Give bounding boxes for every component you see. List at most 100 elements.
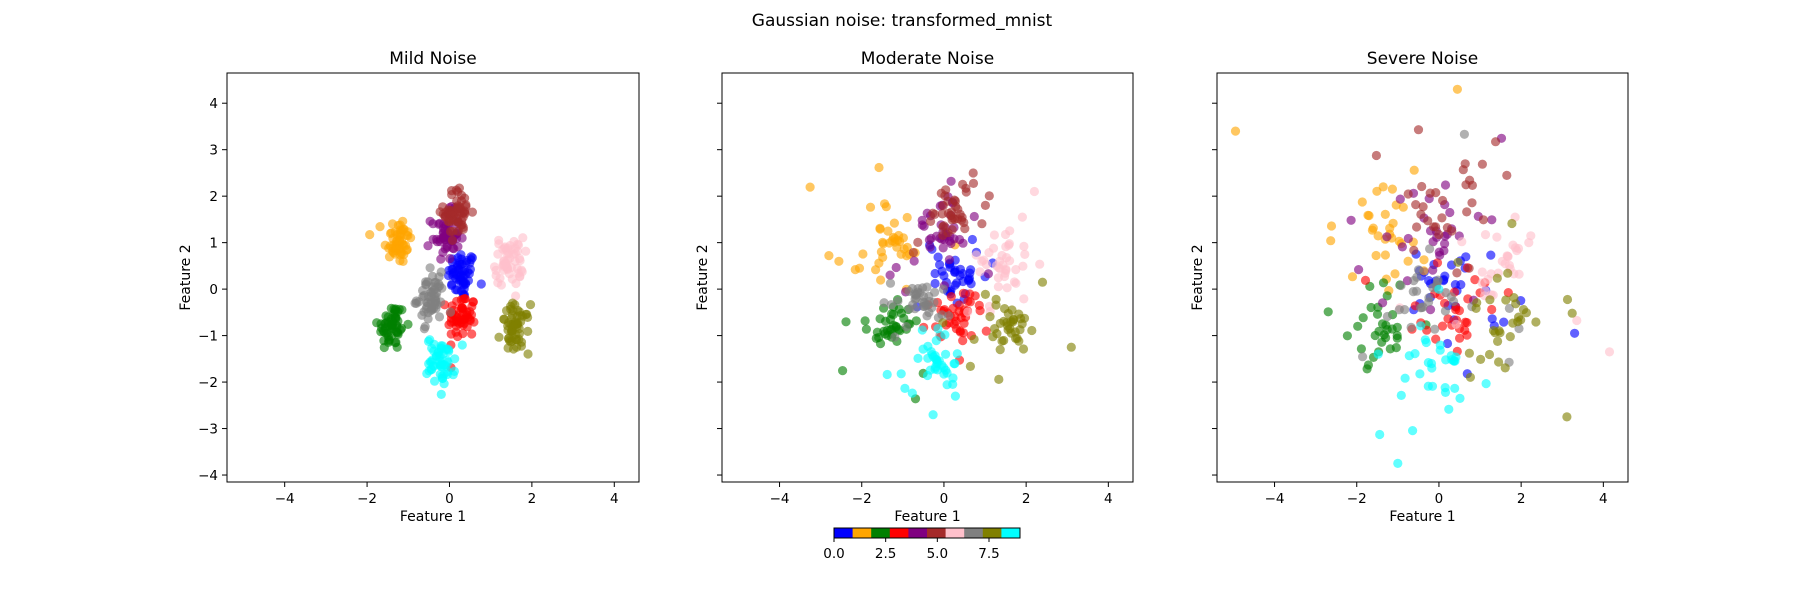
data-point xyxy=(447,186,457,196)
data-point xyxy=(1416,321,1426,331)
data-point xyxy=(457,190,467,200)
data-point xyxy=(874,258,884,268)
data-point xyxy=(963,307,973,317)
data-point xyxy=(1406,322,1416,332)
data-point xyxy=(442,369,452,380)
data-point xyxy=(994,374,1004,384)
colorbar-segment xyxy=(945,528,965,538)
data-point xyxy=(417,310,427,320)
data-point xyxy=(824,251,834,261)
data-point xyxy=(436,267,446,277)
data-point xyxy=(896,369,906,379)
x-tick-label: 0 xyxy=(1435,491,1444,507)
data-point xyxy=(958,336,968,346)
axes-frame xyxy=(226,72,640,483)
data-point xyxy=(1353,321,1363,331)
x-tick-label: 4 xyxy=(1104,491,1113,507)
data-point xyxy=(975,306,985,316)
data-point xyxy=(1372,309,1383,319)
data-point xyxy=(1427,363,1437,373)
data-point xyxy=(1346,215,1356,225)
data-point xyxy=(805,182,815,192)
data-point xyxy=(939,271,949,281)
data-point xyxy=(425,263,435,273)
data-point xyxy=(1451,352,1461,362)
data-point xyxy=(1009,277,1020,287)
data-point xyxy=(1378,298,1388,308)
data-point xyxy=(456,250,466,260)
data-point xyxy=(938,284,949,294)
x-axis-label: Feature 1 xyxy=(894,509,960,525)
data-point xyxy=(941,185,951,195)
data-point xyxy=(1415,369,1425,379)
data-point xyxy=(504,333,514,343)
points-group xyxy=(805,162,1076,420)
colorbar-segment xyxy=(834,528,853,538)
data-point xyxy=(947,207,957,217)
x-tick-label: −4 xyxy=(275,491,295,507)
data-point xyxy=(454,183,464,193)
data-point xyxy=(1358,313,1368,323)
data-point xyxy=(990,324,1000,334)
data-point xyxy=(1002,283,1012,293)
data-point xyxy=(900,383,910,393)
data-point xyxy=(381,311,391,321)
data-point xyxy=(955,234,965,245)
data-point xyxy=(1424,293,1434,303)
data-point xyxy=(427,343,437,353)
data-point xyxy=(1005,226,1015,236)
data-point xyxy=(435,207,445,217)
colorbar-segment xyxy=(982,528,1002,538)
data-point xyxy=(1356,344,1366,354)
data-point xyxy=(949,359,959,369)
data-point xyxy=(968,168,978,178)
data-point xyxy=(1440,298,1450,308)
data-point xyxy=(444,320,454,330)
data-point xyxy=(1441,355,1451,365)
data-point xyxy=(950,267,960,277)
data-point xyxy=(1438,195,1448,206)
data-point xyxy=(1363,210,1373,220)
data-point xyxy=(871,333,881,343)
points-group xyxy=(1230,84,1615,468)
data-point xyxy=(1027,325,1037,336)
data-point xyxy=(913,353,923,363)
data-point xyxy=(983,269,994,279)
data-point xyxy=(444,346,454,356)
data-point xyxy=(885,278,896,288)
axes-frame xyxy=(721,72,1134,483)
data-point xyxy=(1002,317,1012,327)
data-point xyxy=(860,316,870,326)
data-point xyxy=(401,240,411,251)
data-point xyxy=(929,297,939,307)
y-tick-label: −3 xyxy=(198,422,218,438)
data-point xyxy=(838,366,848,376)
data-point xyxy=(1400,373,1410,383)
data-point xyxy=(1409,165,1419,175)
data-point xyxy=(1371,250,1381,261)
data-point xyxy=(1362,364,1372,374)
axes-frame xyxy=(1216,72,1629,483)
y-tick-label: 3 xyxy=(209,143,218,159)
data-point xyxy=(909,256,919,266)
data-point xyxy=(1477,278,1487,288)
colorbar-frame xyxy=(833,527,1021,539)
data-point xyxy=(1505,332,1515,342)
data-point xyxy=(1431,222,1441,232)
data-point xyxy=(1433,275,1443,285)
data-point xyxy=(384,252,395,262)
x-axis-label: Feature 1 xyxy=(1389,509,1455,525)
data-point xyxy=(462,255,472,266)
data-point xyxy=(1372,186,1382,196)
data-point xyxy=(902,212,912,223)
data-point xyxy=(375,222,385,232)
data-point xyxy=(1443,314,1453,324)
data-point xyxy=(523,326,533,336)
data-point xyxy=(461,200,471,210)
data-point xyxy=(445,254,455,264)
data-point xyxy=(1440,180,1451,190)
colorbar-segment xyxy=(1001,528,1021,538)
data-point xyxy=(939,221,949,231)
data-point xyxy=(985,312,995,322)
data-point xyxy=(991,294,1001,304)
